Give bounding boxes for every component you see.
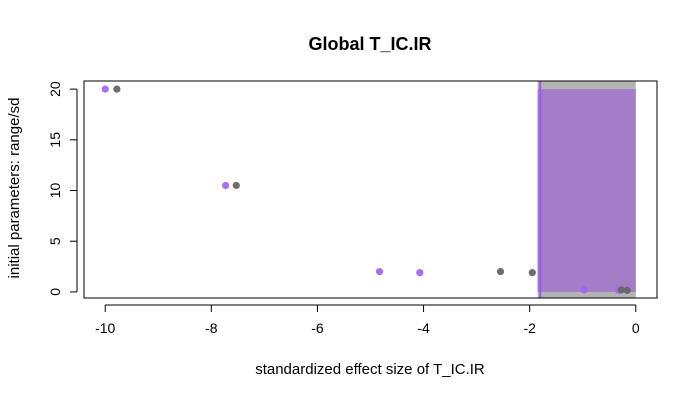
data-point-series-1 (101, 85, 109, 93)
data-point-series-2 (528, 269, 536, 277)
data-point-series-1 (416, 269, 424, 277)
x-tick-label: -8 (205, 320, 218, 336)
x-tick-label: -6 (311, 320, 324, 336)
plot-frame (83, 80, 658, 299)
data-point-series-2 (623, 286, 631, 294)
data-point-series-2 (496, 268, 505, 276)
y-tick-label: 20 (47, 81, 63, 97)
x-tick-label: -2 (523, 320, 536, 336)
y-tick-label: 10 (47, 183, 63, 199)
x-tick-label: -4 (417, 320, 430, 336)
y-tick-label: 5 (47, 237, 63, 245)
y-tick-label: 15 (47, 132, 63, 148)
x-tick-label: 0 (632, 320, 640, 336)
data-point-series-2 (617, 286, 626, 294)
data-point-series-1 (580, 286, 588, 294)
chart-title: Global T_IC.IR (308, 34, 431, 54)
data-point-series-1 (222, 181, 230, 190)
y-tick-label: 0 (47, 288, 63, 296)
y-axis-label: initial parameters: range/sd (6, 98, 23, 279)
data-point-series-1 (375, 268, 384, 276)
data-point-series-2 (232, 181, 240, 190)
effect-band-inner (537, 89, 636, 292)
x-tick-label: -10 (95, 320, 115, 336)
plot-area: -10 -8 -6 -4 -2 0 0 5 10 15 20 (47, 80, 658, 336)
data-point-series-2 (113, 85, 121, 93)
x-axis-label: standardized effect size of T_IC.IR (255, 361, 485, 378)
